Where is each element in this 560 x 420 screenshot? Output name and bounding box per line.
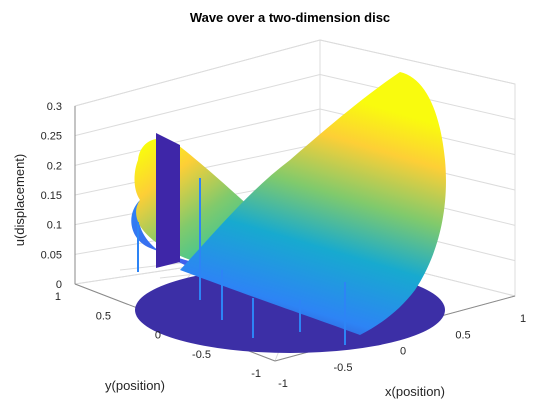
y-ticks: 1 0.5 0 -0.5 -1 [55,291,261,380]
x-tick-label: 0.5 [455,329,470,341]
z-tick-label: 0.2 [47,160,62,172]
y-tick-label: 0.5 [96,310,111,322]
y-tick-label: 0 [155,330,161,342]
z-tick-label: 0.3 [47,101,62,113]
y-tick-label: -0.5 [192,349,211,361]
z-tick-label: 0.25 [41,131,62,143]
right-lobe-surface [180,72,446,335]
x-tick-label: -0.5 [334,362,353,374]
chart-title: Wave over a two-dimension disc [190,10,390,25]
x-ticks: -1 -0.5 0 0.5 1 [278,313,526,390]
x-axis-label: x(position) [385,384,445,399]
z-gridline [74,74,321,137]
vertical-panel [156,133,180,268]
x-tick-label: 1 [520,313,526,325]
z-gridline [74,39,321,107]
z-tick-label: 0 [56,279,62,291]
z-gridline [319,39,516,85]
z-axis-label: u(displacement) [12,154,27,247]
x-tick-label: 0 [400,346,406,358]
y-tick-label: 1 [55,291,61,303]
y-axis-label: y(position) [105,378,165,393]
x-tick-label: -1 [278,378,288,390]
z-gridline [74,108,321,166]
z-tick-label: 0.15 [41,190,62,202]
y-tick-label: -1 [251,368,261,380]
spikes [137,178,346,345]
z-tick-label: 0.05 [41,249,62,261]
z-ticks: 0 0.05 0.1 0.15 0.2 0.25 0.3 [41,101,62,291]
z-tick-label: 0.1 [47,220,62,232]
